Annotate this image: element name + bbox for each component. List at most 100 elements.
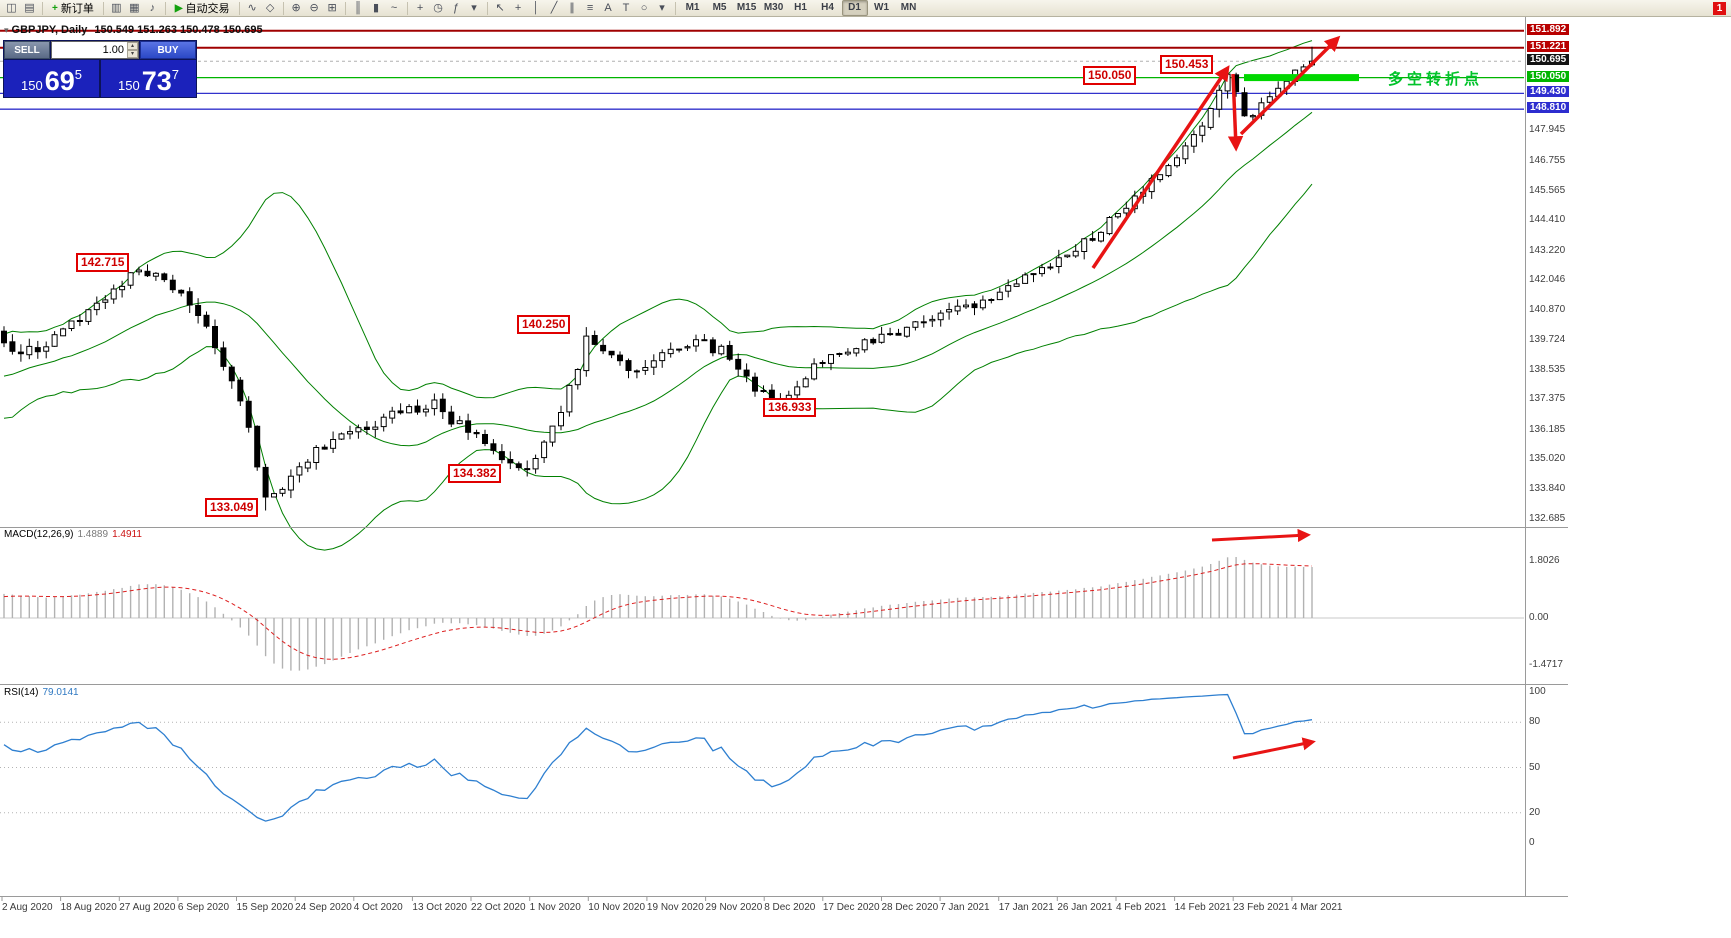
auto-trading-button[interactable]: ▶ 自动交易 [170, 1, 235, 16]
candlestick-chart-icon[interactable]: ▮ [373, 1, 380, 14]
bar-chart-icon[interactable]: ║ [354, 1, 362, 14]
price-axis-badge: 151.221 [1527, 41, 1570, 52]
time-axis[interactable]: 2 Aug 2020 18 Aug 2020 27 Aug 2020 6 Sep 20… [0, 898, 1568, 936]
templates-icon[interactable]: ƒ [452, 1, 460, 14]
buy-price-big: 73 [141, 66, 172, 96]
price-callout: 133.049 [205, 498, 259, 517]
alerts-icon[interactable]: ♪ [149, 1, 156, 14]
rsi-axis-label: 80 [1529, 716, 1541, 727]
timeframe-button-w1[interactable]: W1 [874, 2, 890, 13]
sell-price-big: 69 [44, 66, 75, 96]
macd-axis-label: 0.00 [1529, 612, 1549, 623]
shapes-icon[interactable]: ○ [640, 1, 648, 14]
volume-spinner[interactable]: ▴ ▾ [127, 42, 138, 58]
timeframe-button-h1[interactable]: H1 [794, 2, 807, 13]
volume-up-icon[interactable]: ▴ [127, 42, 138, 50]
price-axis-label: 146.755 [1529, 155, 1566, 166]
cursor-icon[interactable]: ↖ [495, 1, 505, 14]
timeframe-button-d1[interactable]: D1 [841, 0, 868, 16]
fibonacci-icon[interactable]: ≡ [586, 1, 594, 14]
price-callout: 134.382 [448, 464, 502, 483]
toolbar-separator [42, 1, 43, 15]
add-indicator-icon[interactable]: + [416, 1, 424, 14]
new-order-button[interactable]: + 新订单 [47, 1, 99, 16]
price-axis-label: 143.220 [1529, 245, 1566, 256]
price-axis-label: 147.945 [1529, 124, 1566, 135]
volume-stepper[interactable]: ▴ ▾ [51, 41, 139, 59]
date-axis-label: 2 Aug 2020 [2, 902, 53, 913]
toolbar-separator [282, 1, 284, 15]
timeframe-button-m1[interactable]: M1 [685, 2, 700, 13]
crosshair-icon[interactable]: + [514, 1, 522, 14]
rsi-axis-label: 100 [1529, 686, 1546, 697]
level-lines-layer [0, 29, 1524, 110]
line-chart-icon[interactable]: ~ [390, 1, 398, 14]
dropdown-caret-icon[interactable]: ▾ [659, 1, 665, 14]
objects-list-icon[interactable]: ◇ [265, 1, 275, 14]
dropdown-caret-icon[interactable]: ▾ [471, 1, 477, 14]
one-click-collapse-icon[interactable]: ▾ [4, 25, 9, 35]
volume-input[interactable] [52, 42, 138, 58]
buy-price-sup: 7 [171, 67, 179, 82]
date-axis-label: 10 Nov 2020 [588, 902, 646, 913]
price-axis-label: 140.870 [1529, 304, 1566, 315]
panel-borders-layer [0, 17, 1568, 901]
date-axis-label: 18 Aug 2020 [60, 902, 117, 913]
data-window-icon[interactable]: ▦ [129, 1, 140, 14]
rsi-axis-label: 20 [1529, 807, 1541, 818]
tile-windows-icon[interactable]: ⊞ [327, 1, 337, 14]
timeframe-button-m15[interactable]: M15 [736, 2, 757, 13]
notification-badge[interactable]: 1 [1713, 1, 1726, 15]
rsi-axis-label: 50 [1529, 762, 1541, 773]
buy-button[interactable]: BUY [140, 41, 196, 59]
macd-main-value: 1.4889 [77, 529, 109, 540]
price-axis-label: 139.724 [1529, 334, 1566, 345]
sell-price[interactable]: 150 69 5 [4, 60, 99, 97]
vertical-line-icon[interactable]: │ [532, 1, 540, 14]
timeframe-button-mn[interactable]: MN [900, 2, 917, 13]
date-axis-label: 26 Jan 2021 [1057, 902, 1113, 913]
chart-window-icon[interactable]: ◫ [6, 1, 17, 14]
date-axis-label: 8 Dec 2020 [764, 902, 816, 913]
periodicity-icon[interactable]: ◷ [433, 1, 443, 14]
buy-price[interactable]: 150 73 7 [101, 60, 196, 97]
rsi-layer [0, 693, 1524, 822]
channel-icon[interactable]: ∥ [569, 1, 575, 14]
macd-axis-label: 1.8026 [1529, 555, 1560, 566]
price-callout: 150.453 [1160, 55, 1214, 74]
zoom-in-icon[interactable]: ⊕ [291, 1, 301, 14]
macd-signal-value: 1.4911 [112, 529, 142, 540]
timeframe-button-m5[interactable]: M5 [712, 2, 727, 13]
price-axis-label: 142.046 [1529, 274, 1566, 285]
sell-button[interactable]: SELL [4, 41, 50, 59]
date-axis-label: 29 Nov 2020 [705, 902, 763, 913]
date-axis-label: 4 Mar 2021 [1291, 902, 1343, 913]
toolbar-separator [406, 1, 408, 15]
symbol-ohlc-header: ▾ GBPJPY, Daily 150.549 151.263 150.478 15… [4, 24, 263, 36]
zoom-out-icon[interactable]: ⊖ [309, 1, 319, 14]
sell-price-sup: 5 [74, 67, 82, 82]
rsi-axis-label: 0 [1529, 837, 1535, 848]
label-icon[interactable]: T [622, 1, 630, 14]
trendline-icon[interactable]: ╱ [550, 1, 558, 14]
timeframe-button-h4[interactable]: H4 [821, 2, 834, 13]
chart-plot-svg[interactable] [0, 17, 1731, 938]
ohlc-values: 150.549 151.263 150.478 150.695 [94, 24, 263, 36]
chart-window[interactable]: ▾ GBPJPY, Daily 150.549 151.263 150.478 15… [0, 17, 1731, 938]
price-axis-label: 136.185 [1529, 424, 1566, 435]
price-axis-label: 132.685 [1529, 513, 1566, 524]
price-callout: 150.050 [1083, 66, 1137, 85]
market-watch-icon[interactable]: ▥ [111, 1, 122, 14]
timeframe-button-m30[interactable]: M30 [763, 2, 784, 13]
price-axis-label: 133.840 [1529, 483, 1566, 494]
date-axis-label: 6 Sep 2020 [177, 902, 230, 913]
price-axis[interactable]: 151.892 151.221 150.695 150.050 149.430 148.8… [1527, 17, 1602, 897]
text-icon[interactable]: A [604, 1, 612, 14]
price-callout: 142.715 [76, 253, 130, 272]
auto-trading-button-icon: ▶ [174, 2, 183, 14]
date-axis-label: 13 Oct 2020 [412, 902, 467, 913]
volume-down-icon[interactable]: ▾ [127, 50, 138, 58]
insert-indicator-icon[interactable]: ∿ [247, 1, 257, 14]
profile-charts-icon[interactable]: ▤ [24, 1, 35, 14]
rsi-indicator-label: RSI(14) 79.0141 [4, 687, 79, 698]
